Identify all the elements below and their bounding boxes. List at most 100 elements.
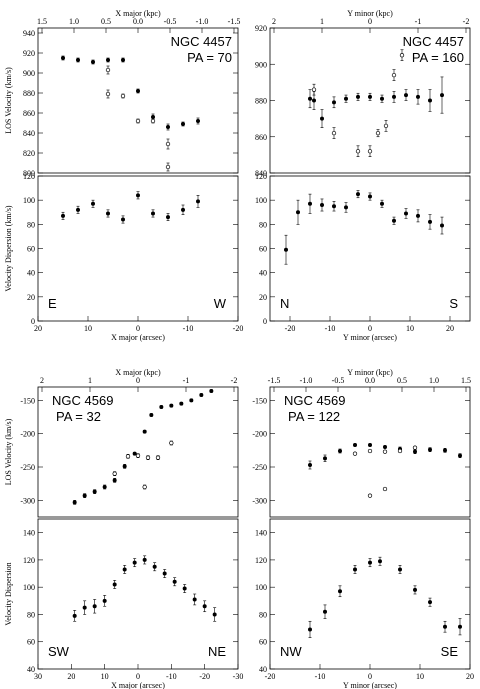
y-tick-label: 820 <box>23 149 35 158</box>
y-tick-label: 140 <box>23 529 35 538</box>
y-tick-label: 20 <box>27 293 35 302</box>
y-tick-label: 0 <box>263 317 267 326</box>
y-tick-label: -150 <box>20 396 35 405</box>
data-point <box>308 96 312 101</box>
data-point <box>151 115 155 119</box>
data-point <box>121 58 125 62</box>
top-axis-label: X major (kpc) <box>115 368 161 377</box>
data-point <box>416 213 420 218</box>
data-point <box>82 493 87 498</box>
data-point-open <box>135 453 141 458</box>
data-point <box>181 207 185 212</box>
data-point <box>61 213 65 218</box>
x-tick-label: -10 <box>325 324 336 333</box>
y-tick-label: 40 <box>27 269 35 278</box>
x-tick-label: 0 <box>136 324 140 333</box>
data-point <box>356 192 360 197</box>
data-point <box>404 211 408 216</box>
data-point-open <box>412 445 418 450</box>
data-point <box>106 211 110 216</box>
data-point <box>380 96 384 101</box>
data-point <box>368 194 372 199</box>
data-point-open <box>150 118 156 124</box>
direction-label-right: NE <box>208 644 226 659</box>
data-point-open <box>399 53 405 58</box>
data-point <box>162 571 167 576</box>
y-tick-label: 60 <box>259 245 267 254</box>
data-point <box>91 60 95 64</box>
data-point <box>440 93 444 98</box>
top-tick-label: 2 <box>40 376 44 385</box>
galaxy-name: NGC 4457 <box>171 34 232 49</box>
data-point-open <box>105 67 111 73</box>
data-point-open <box>165 141 171 147</box>
data-point <box>142 429 147 434</box>
data-point <box>82 605 87 610</box>
top-tick-label: 0.0 <box>133 17 143 26</box>
data-point <box>192 597 197 602</box>
y-tick-label: 80 <box>259 220 267 229</box>
data-point <box>61 56 65 60</box>
data-point <box>368 560 372 565</box>
y-tick-label: 920 <box>23 49 35 58</box>
data-point-open <box>112 471 117 476</box>
data-point <box>102 598 107 603</box>
data-point <box>199 393 204 397</box>
data-point-open <box>125 454 131 459</box>
y-axis-label: Velocity Dispersion <box>4 562 13 625</box>
data-point <box>380 201 384 206</box>
data-point <box>332 100 336 105</box>
data-point <box>308 201 312 206</box>
top-axis-label: X major (kpc) <box>115 9 161 18</box>
top-tick-label: 1.0 <box>429 376 439 385</box>
y-tick-label: 100 <box>23 583 35 592</box>
data-point <box>398 567 402 572</box>
y-tick-label: 40 <box>259 269 267 278</box>
data-point <box>308 463 312 467</box>
y-tick-label: 840 <box>255 169 267 178</box>
data-point <box>356 94 360 99</box>
top-axis-label: Y minor (kpc) <box>347 9 393 18</box>
data-point-open <box>331 130 337 136</box>
data-point <box>72 613 77 618</box>
x-tick-label: 20 <box>34 324 42 333</box>
y-tick-label: 800 <box>23 169 35 178</box>
top-tick-label: -2 <box>463 17 470 26</box>
data-point <box>428 98 432 103</box>
data-point <box>181 122 185 126</box>
x-tick-label: -10 <box>183 324 194 333</box>
y-tick-label: -300 <box>252 496 267 505</box>
data-point <box>112 478 117 483</box>
data-point <box>416 94 420 99</box>
data-point <box>353 567 357 572</box>
data-point <box>122 464 127 469</box>
panel-5: -300 -250 -200 -150 2 1 0 -1 -2 X major (kpc) LOS … <box>4 368 239 518</box>
data-point <box>353 443 357 447</box>
panel-8: 40 60 80 100 120 140 -20 -10 0 10 20 Y minor (arcse… <box>255 518 474 689</box>
top-tick-label: 0 <box>368 17 372 26</box>
x-tick-label: 10 <box>406 324 414 333</box>
x-axis-label: Y minor (arcsec) <box>343 333 397 342</box>
y-tick-label: 100 <box>255 583 267 592</box>
top-tick-label: -0.5 <box>164 17 177 26</box>
direction-label-left: NW <box>280 644 302 659</box>
top-tick-label: 1.5 <box>37 17 47 26</box>
data-point <box>172 579 177 584</box>
data-point-open <box>352 451 358 456</box>
data-point-open <box>367 149 373 154</box>
y-tick-label: 60 <box>27 245 35 254</box>
y-tick-label: -200 <box>252 430 267 439</box>
top-tick-label: -2 <box>231 376 238 385</box>
direction-label-left: N <box>280 296 289 311</box>
data-point <box>323 609 327 614</box>
y-tick-label: 80 <box>27 610 35 619</box>
galaxy-name: NGC 4457 <box>403 34 464 49</box>
data-point <box>338 449 342 453</box>
data-point <box>443 624 447 629</box>
position-angle: PA = 122 <box>288 409 340 424</box>
data-point <box>344 96 348 101</box>
data-point <box>91 201 95 206</box>
y-tick-label: 60 <box>27 638 35 647</box>
top-tick-label: 1.0 <box>69 17 79 26</box>
